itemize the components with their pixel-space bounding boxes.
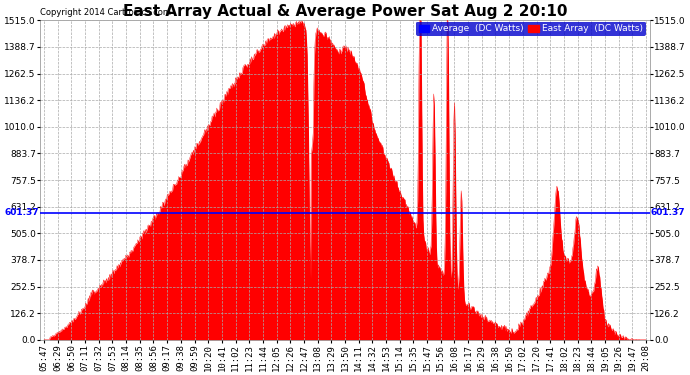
Text: 601.37: 601.37 [651, 209, 685, 218]
Legend: Average  (DC Watts), East Array  (DC Watts): Average (DC Watts), East Array (DC Watts… [416, 22, 646, 36]
Text: 601.37: 601.37 [5, 209, 39, 218]
Title: East Array Actual & Average Power Sat Aug 2 20:10: East Array Actual & Average Power Sat Au… [123, 4, 567, 19]
Text: Copyright 2014 Cartronics.com: Copyright 2014 Cartronics.com [40, 8, 171, 17]
